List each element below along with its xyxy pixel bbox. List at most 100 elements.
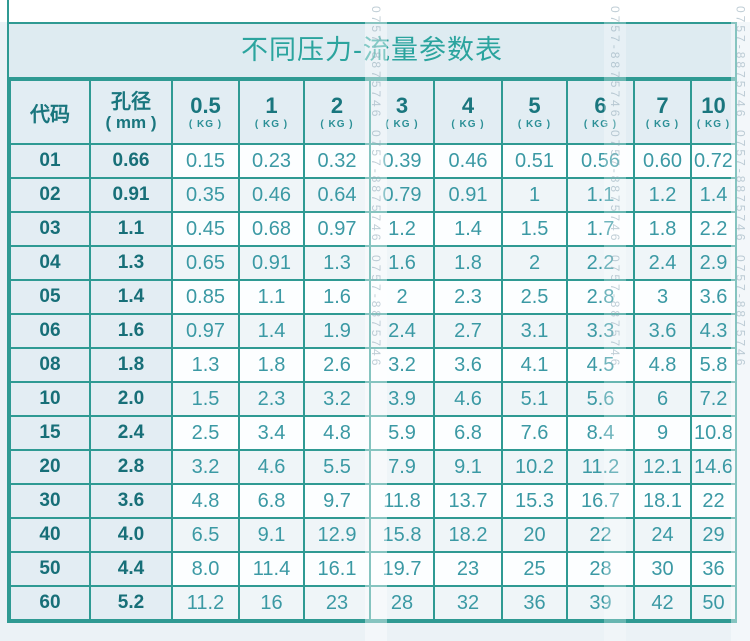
flow-value-cell: 24	[633, 517, 692, 553]
aperture-cell: 0.91	[89, 177, 173, 213]
flow-value-cell: 15.3	[501, 483, 568, 519]
flow-value-cell: 0.35	[171, 177, 240, 213]
aperture-cell: 2.4	[89, 415, 173, 451]
flow-value-cell: 13.7	[433, 483, 503, 519]
flow-value-cell: 5.8	[690, 347, 737, 383]
flow-value-cell: 23	[303, 585, 371, 621]
flow-value-cell: 2.4	[633, 245, 692, 281]
code-cell: 20	[9, 449, 91, 485]
flow-value-cell: 2.7	[433, 313, 503, 349]
flow-value-cell: 0.45	[171, 211, 240, 247]
flow-value-cell: 16	[238, 585, 305, 621]
flow-value-cell: 11.8	[369, 483, 435, 519]
flow-value-cell: 28	[369, 585, 435, 621]
flow-value-cell: 4.6	[238, 449, 305, 485]
flow-value-cell: 5.5	[303, 449, 371, 485]
aperture-cell: 1.3	[89, 245, 173, 281]
pressure-unit-label: ( KG )	[385, 119, 419, 131]
code-cell: 05	[9, 279, 91, 315]
flow-value-cell: 6.5	[171, 517, 240, 553]
pressure-unit-label: ( KG )	[254, 119, 289, 131]
flow-value-cell: 3.4	[238, 415, 305, 451]
flow-value-cell: 4.1	[501, 347, 568, 383]
flow-value-cell: 2.5	[501, 279, 568, 315]
flow-value-cell: 1.2	[633, 177, 692, 213]
flow-value-cell: 1.4	[238, 313, 305, 349]
top-left-divider-line	[7, 0, 9, 23]
flow-value-cell: 0.23	[238, 143, 305, 179]
flow-value-cell: 14.6	[690, 449, 737, 485]
flow-value-cell: 2.3	[433, 279, 503, 315]
flow-value-cell: 0.97	[303, 211, 371, 247]
flow-value-cell: 1.8	[633, 211, 692, 247]
flow-value-cell: 2.2	[566, 245, 635, 281]
flow-value-cell: 4.6	[433, 381, 503, 417]
table-row: 20 2.8 3.2 4.6 5.5 7.9 9.1 10.2 11.2 12.1 14.6	[9, 449, 737, 485]
code-cell: 60	[9, 585, 91, 621]
aperture-column-label: 孔径	[111, 91, 151, 114]
flow-value-cell: 6	[633, 381, 692, 417]
flow-value-cell: 1.4	[433, 211, 503, 247]
aperture-cell: 3.6	[89, 483, 173, 519]
flow-value-cell: 8.0	[171, 551, 240, 587]
pressure-column-header: 6( KG )	[566, 79, 635, 145]
table-row: 01 0.66 0.15 0.23 0.32 0.39 0.46 0.51 0.56 0.60 0.…	[9, 143, 737, 179]
pressure-value-label: 7	[656, 92, 669, 118]
flow-value-cell: 1.6	[303, 279, 371, 315]
code-cell: 15	[9, 415, 91, 451]
flow-value-cell: 16.1	[303, 551, 371, 587]
flow-value-cell: 5.1	[501, 381, 568, 417]
table-row: 05 1.4 0.85 1.1 1.6 2 2.3 2.5 2.8 3 3.6	[9, 279, 737, 315]
flow-value-cell: 19.7	[369, 551, 435, 587]
code-column-header: 代码	[9, 79, 91, 145]
flow-value-cell: 2	[369, 279, 435, 315]
flow-value-cell: 4.8	[303, 415, 371, 451]
flow-value-cell: 11.2	[171, 585, 240, 621]
flow-value-cell: 2.8	[566, 279, 635, 315]
flow-value-cell: 1.6	[369, 245, 435, 281]
flow-value-cell: 32	[433, 585, 503, 621]
pressure-value-label: 10	[701, 92, 726, 118]
pressure-value-label: 5	[528, 92, 541, 118]
flow-value-cell: 3.2	[171, 449, 240, 485]
pressure-unit-label: ( KG )	[188, 119, 223, 131]
flow-value-cell: 3.3	[566, 313, 635, 349]
table-row: 60 5.2 11.2 16 23 28 32 36 39 42 50	[9, 585, 737, 621]
flow-value-cell: 36	[690, 551, 737, 587]
flow-value-cell: 0.79	[369, 177, 435, 213]
pressure-unit-label: ( KG )	[320, 119, 354, 131]
flow-value-cell: 30	[633, 551, 692, 587]
aperture-cell: 5.2	[89, 585, 173, 621]
flow-value-cell: 4.8	[171, 483, 240, 519]
flow-value-cell: 1.8	[238, 347, 305, 383]
flow-value-cell: 16.7	[566, 483, 635, 519]
flow-value-cell: 0.46	[433, 143, 503, 179]
flow-value-cell: 18.1	[633, 483, 692, 519]
aperture-cell: 0.66	[89, 143, 173, 179]
flow-value-cell: 4.8	[633, 347, 692, 383]
flow-value-cell: 7.9	[369, 449, 435, 485]
flow-value-cell: 0.46	[238, 177, 305, 213]
flow-value-cell: 9.1	[433, 449, 503, 485]
pressure-column-header: 5( KG )	[501, 79, 568, 145]
table-row: 40 4.0 6.5 9.1 12.9 15.8 18.2 20 22 24 29	[9, 517, 737, 553]
flow-value-cell: 1.5	[501, 211, 568, 247]
pressure-value-label: 3	[395, 92, 409, 118]
flow-value-cell: 3.6	[690, 279, 737, 315]
flow-value-cell: 10.8	[690, 415, 737, 451]
pressure-column-header: 2( KG )	[303, 79, 371, 145]
table-row: 04 1.3 0.65 0.91 1.3 1.6 1.8 2 2.2 2.4 2.9	[9, 245, 737, 281]
flow-value-cell: 9.1	[238, 517, 305, 553]
code-cell: 02	[9, 177, 91, 213]
aperture-cell: 4.0	[89, 517, 173, 553]
flow-value-cell: 5.9	[369, 415, 435, 451]
pressure-flow-table: 不同压力-流量参数表 代码 孔径 ( mm ) 0.5(	[7, 22, 737, 623]
flow-value-cell: 1.5	[171, 381, 240, 417]
table-row: 08 1.8 1.3 1.8 2.6 3.2 3.6 4.1 4.5 4.8 5.8	[9, 347, 737, 383]
table-row: 06 1.6 0.97 1.4 1.9 2.4 2.7 3.1 3.3 3.6 4.3	[9, 313, 737, 349]
flow-value-cell: 9.7	[303, 483, 371, 519]
pressure-column-header: 4( KG )	[433, 79, 503, 145]
flow-value-cell: 0.68	[238, 211, 305, 247]
flow-value-cell: 2.2	[690, 211, 737, 247]
flow-value-cell: 0.65	[171, 245, 240, 281]
